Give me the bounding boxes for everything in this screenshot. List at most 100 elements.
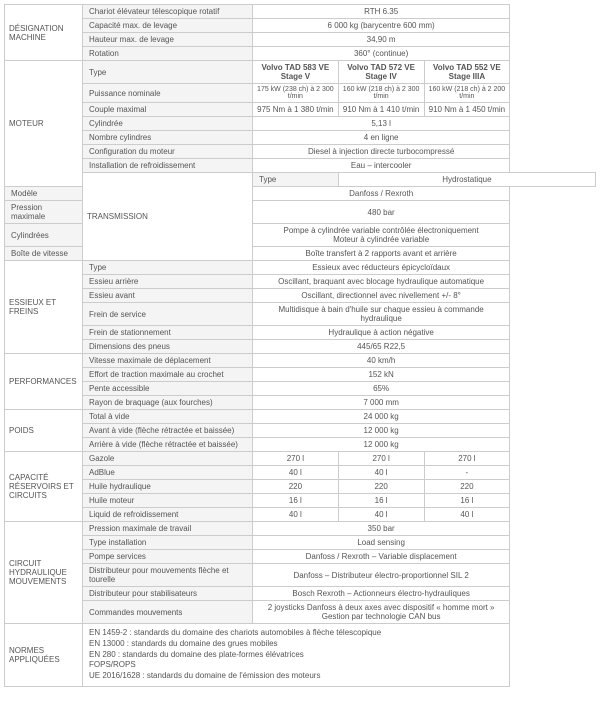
value-cell: 40 l [253, 466, 339, 480]
value-cell: 910 Nm à 1 410 t/min [338, 103, 424, 117]
value-cell: 910 Nm à 1 450 t/min [424, 103, 510, 117]
engine-header: Volvo TAD 552 VEStage IIIA [424, 61, 510, 84]
param-label: Effort de traction maximale au crochet [83, 368, 253, 382]
value-cell: 16 l [338, 494, 424, 508]
value-cell: Multidisque à bain d'huile sur chaque es… [253, 303, 510, 326]
value-cell: Danfoss – Distributeur électro-proportio… [253, 564, 510, 587]
value-cell: 350 bar [253, 522, 510, 536]
param-label: Dimensions des pneus [83, 340, 253, 354]
section-performances: PERFORMANCES [5, 354, 83, 410]
value-cell: Bosch Rexroth – Actionneurs électro-hydr… [253, 587, 510, 601]
section-designation: DÉSIGNATION MACHINE [5, 5, 83, 61]
section-essieux: ESSIEUX ET FREINS [5, 261, 83, 354]
value-cell: RTH 6.35 [253, 5, 510, 19]
param-label: Distributeur pour stabilisateurs [83, 587, 253, 601]
value-cell: 65% [253, 382, 510, 396]
value-cell: 24 000 kg [253, 410, 510, 424]
value-cell: Load sensing [253, 536, 510, 550]
param-label: Installation de refroidissement [83, 159, 253, 173]
param-label: Type installation [83, 536, 253, 550]
param-label: Frein de stationnement [83, 326, 253, 340]
param-label: Couple maximal [83, 103, 253, 117]
value-cell: 220 [253, 480, 339, 494]
normes-text: EN 1459-2 : standards du domaine des cha… [83, 624, 510, 687]
value-cell: 270 l [253, 452, 339, 466]
value-cell: Danfoss / Rexroth – Variable displacemen… [253, 550, 510, 564]
section-capacite: CAPACITÉ RÉSERVOIRS ET CIRCUITS [5, 452, 83, 522]
spec-table: DÉSIGNATION MACHINE Chariot élévateur té… [4, 4, 596, 687]
value-cell: 160 kW (218 ch) à 2 300 t/min [338, 84, 424, 103]
value-cell: 34,90 m [253, 33, 510, 47]
param-label: Gazole [83, 452, 253, 466]
value-cell: Hydrostatique [338, 173, 595, 187]
value-cell: 40 l [253, 508, 339, 522]
param-label: Nombre cylindres [83, 131, 253, 145]
value-cell: 2 joysticks Danfoss à deux axes avec dis… [253, 601, 510, 624]
param-label: Type [83, 61, 253, 84]
value-cell: 40 l [338, 508, 424, 522]
value-cell: Diesel à injection directe turbocompress… [253, 145, 510, 159]
value-cell: 12 000 kg [253, 424, 510, 438]
section-transmission: TRANSMISSION [83, 173, 253, 261]
value-cell: 220 [424, 480, 510, 494]
param-label: Puissance nominale [83, 84, 253, 103]
value-cell: 175 kW (238 ch) à 2 300 t/min [253, 84, 339, 103]
param-label: Chariot élévateur télescopique rotatif [83, 5, 253, 19]
param-label: Huile hydraulique [83, 480, 253, 494]
section-moteur: MOTEUR [5, 61, 83, 187]
value-cell: Eau – intercooler [253, 159, 510, 173]
param-label: Configuration du moteur [83, 145, 253, 159]
param-label: Liquid de refroidissement [83, 508, 253, 522]
value-cell: 12 000 kg [253, 438, 510, 452]
param-label: Type [253, 173, 339, 187]
value-cell: Oscillant, directionnel avec nivellement… [253, 289, 510, 303]
value-cell: Danfoss / Rexroth [253, 187, 510, 201]
param-label: Essieu avant [83, 289, 253, 303]
engine-header: Volvo TAD 572 VEStage IV [338, 61, 424, 84]
param-label: Commandes mouvements [83, 601, 253, 624]
section-hydraulique: CIRCUIT HYDRAULIQUE MOUVEMENTS [5, 522, 83, 624]
value-cell: 40 km/h [253, 354, 510, 368]
value-cell: 16 l [424, 494, 510, 508]
param-label: Pente accessible [83, 382, 253, 396]
engine-header: Volvo TAD 583 VEStage V [253, 61, 339, 84]
param-label: Total à vide [83, 410, 253, 424]
section-poids: POIDS [5, 410, 83, 452]
param-label: Distributeur pour mouvements flèche et t… [83, 564, 253, 587]
param-label: Arrière à vide (flèche rétractée et bais… [83, 438, 253, 452]
value-cell: - [424, 466, 510, 480]
param-label: Modèle [5, 187, 83, 201]
value-cell: 975 Nm à 1 380 t/min [253, 103, 339, 117]
value-cell: Boîte transfert à 2 rapports avant et ar… [253, 247, 510, 261]
param-label: Cylindrée [83, 117, 253, 131]
value-cell: 270 l [338, 452, 424, 466]
value-cell: 160 kW (218 ch) à 2 200 t/min [424, 84, 510, 103]
value-cell: 40 l [338, 466, 424, 480]
param-label: Vitesse maximale de déplacement [83, 354, 253, 368]
param-label: Essieu arrière [83, 275, 253, 289]
value-cell: 152 kN [253, 368, 510, 382]
value-cell: 220 [338, 480, 424, 494]
value-cell: 5,13 l [253, 117, 510, 131]
value-cell: Pompe à cylindrée variable contrôlée éle… [253, 224, 510, 247]
param-label: Avant à vide (flèche rétractée et baissé… [83, 424, 253, 438]
param-label: Frein de service [83, 303, 253, 326]
param-label: Rayon de braquage (aux fourches) [83, 396, 253, 410]
param-label: Hauteur max. de levage [83, 33, 253, 47]
value-cell: 7 000 mm [253, 396, 510, 410]
value-cell: 6 000 kg (barycentre 600 mm) [253, 19, 510, 33]
param-label: Type [83, 261, 253, 275]
param-label: Cylindrées [5, 224, 83, 247]
value-cell: Hydraulique à action négative [253, 326, 510, 340]
param-label: AdBlue [83, 466, 253, 480]
value-cell: 360° (continue) [253, 47, 510, 61]
value-cell: Oscillant, braquant avec blocage hydraul… [253, 275, 510, 289]
param-label: Huile moteur [83, 494, 253, 508]
param-label: Rotation [83, 47, 253, 61]
value-cell: 16 l [253, 494, 339, 508]
param-label: Pression maximale [5, 201, 83, 224]
param-label: Boîte de vitesse [5, 247, 83, 261]
value-cell: Essieux avec réducteurs épicycloïdaux [253, 261, 510, 275]
value-cell: 480 bar [253, 201, 510, 224]
value-cell: 445/65 R22,5 [253, 340, 510, 354]
